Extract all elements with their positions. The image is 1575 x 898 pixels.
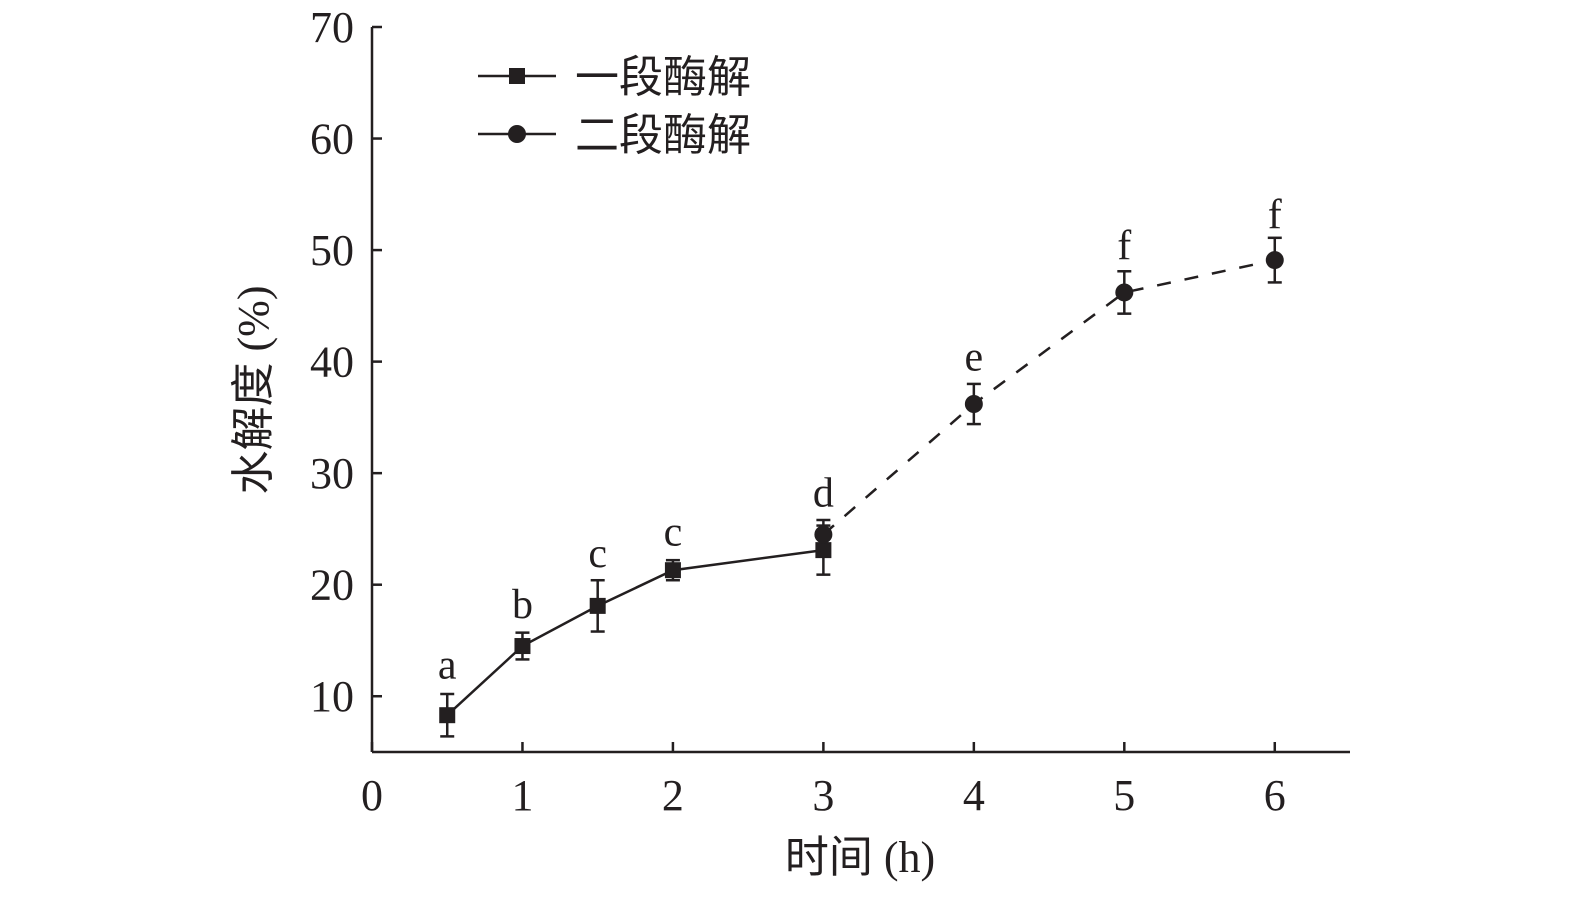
y-tick-label: 50 [310,226,354,275]
series-line-1 [446,548,824,717]
significance-label: d [813,471,834,517]
square-marker [815,542,832,559]
y-tick-label: 70 [310,3,354,52]
markers-group [439,251,1284,724]
significance-label: c [588,531,607,577]
square-marker [589,597,606,614]
significance-label: a [438,642,457,688]
square-marker [439,707,456,724]
legend-label: 一段酶解 [575,53,751,102]
legend-label: 二段酶解 [575,111,751,160]
x-tick-label: 6 [1264,771,1286,820]
square-marker [664,562,681,579]
circle-marker [964,395,983,413]
error-bars-group [440,236,1282,738]
series-lines-group [446,258,1276,717]
x-tick-label: 0 [361,771,383,820]
y-tick-label: 20 [310,561,354,610]
significance-labels-group: a b c c d e f f [438,192,1282,689]
legend-item: 一段酶解 [478,53,751,102]
significance-label: e [965,335,984,381]
circle-marker [1115,283,1134,302]
y-tick-label: 30 [310,449,354,498]
axes-group: 0 1 2 3 4 5 6 10 20 30 40 50 60 70 [310,3,1350,820]
x-tick-label: 3 [812,771,834,820]
square-marker [514,638,531,655]
legend-item: 二段酶解 [478,111,751,160]
circle-marker [814,525,833,544]
x-tick-label: 1 [511,771,533,820]
legend-circle-marker [508,125,526,143]
significance-label: f [1117,223,1131,269]
y-tick-label: 40 [310,338,354,387]
y-tick-label: 10 [310,672,354,721]
significance-label: c [664,510,683,556]
significance-label: f [1268,192,1282,238]
significance-label: b [512,582,533,628]
y-tick-label: 60 [310,115,354,164]
y-axis-title: 水解度 (%) [229,286,278,495]
series-line-2 [822,258,1276,536]
x-tick-label: 4 [963,771,985,820]
circle-marker [1265,251,1284,270]
x-tick-label: 2 [662,771,684,820]
x-axis-title: 时间 (h) [785,833,935,882]
x-tick-label: 5 [1113,771,1135,820]
legend-square-marker [509,68,525,84]
